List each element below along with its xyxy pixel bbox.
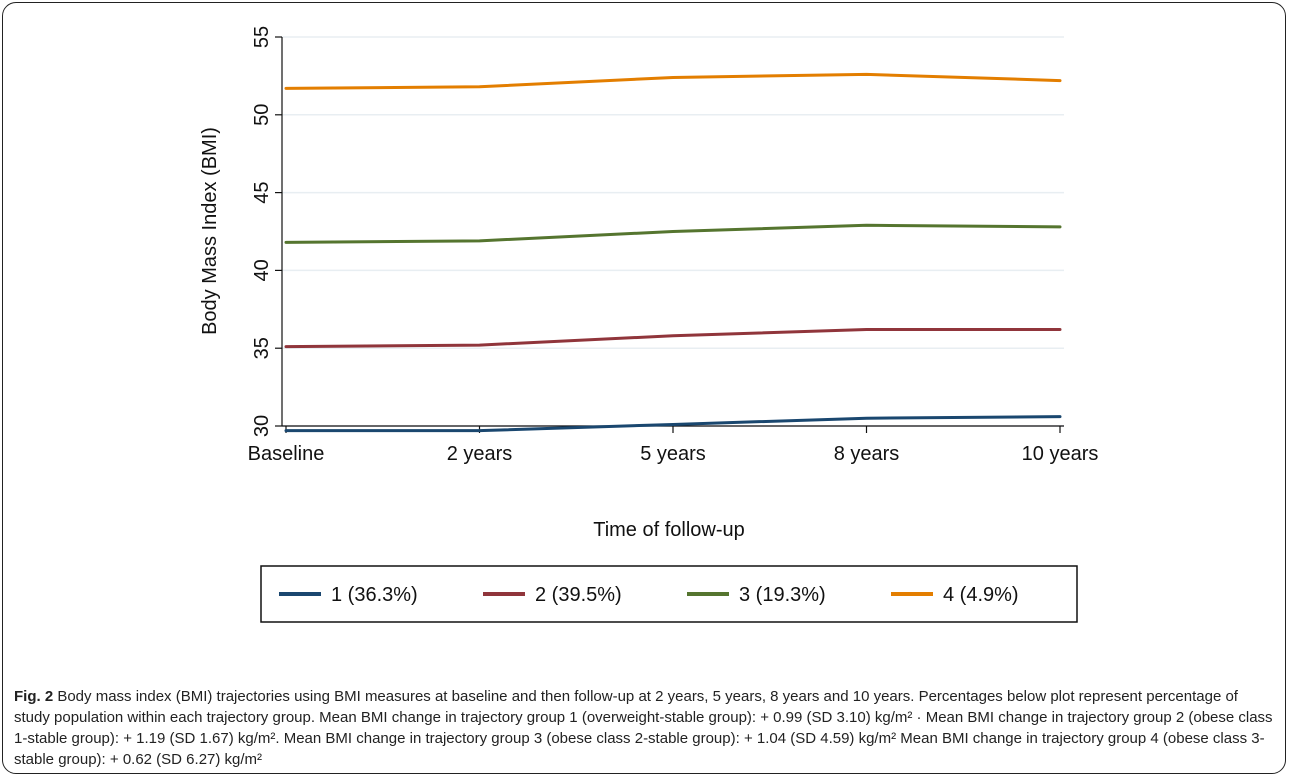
x-tick-label: 5 years [640, 443, 706, 465]
caption-text: Body mass index (BMI) trajectories using… [14, 688, 1273, 768]
y-tick-label: 50 [251, 104, 273, 126]
legend-label-4: 4 (4.9%) [943, 584, 1019, 606]
series-line-3 [284, 223, 1062, 244]
y-tick-label: 30 [251, 415, 273, 437]
figure-caption: Fig. 2 Body mass index (BMI) trajectorie… [14, 686, 1276, 770]
y-tick-label: 45 [251, 181, 273, 203]
caption-label: Fig. 2 [14, 688, 54, 705]
x-tick-label: 2 years [447, 443, 513, 465]
legend-box [260, 565, 1078, 623]
legend-label-3: 3 (19.3%) [739, 584, 826, 606]
axes: 30 35 40 45 50 55 Baseline 2 years 5 years 8 year… [248, 26, 1099, 465]
x-axis-label: Time of follow-up [593, 519, 745, 541]
legend: 1 (36.3%) 2 (39.5%) 3 (19.3%) 4 (4.9%) [260, 565, 1078, 623]
y-tick-label: 55 [251, 26, 273, 48]
y-tick-label: 35 [251, 337, 273, 359]
bmi-trajectory-chart: 30 35 40 45 50 55 Baseline 2 years 5 years 8 year… [199, 26, 1099, 623]
series-line-4 [284, 72, 1062, 90]
legend-label-2: 2 (39.5%) [535, 584, 622, 606]
legend-label-1: 1 (36.3%) [331, 584, 418, 606]
y-tick-label: 40 [251, 259, 273, 281]
series-lines [284, 72, 1062, 433]
y-axis-label: Body Mass Index (BMI) [199, 127, 221, 335]
series-line-2 [284, 328, 1062, 349]
x-tick-label: Baseline [248, 443, 325, 465]
x-tick-label: 8 years [834, 443, 900, 465]
series-line-1 [284, 415, 1062, 433]
x-tick-label: 10 years [1022, 443, 1099, 465]
